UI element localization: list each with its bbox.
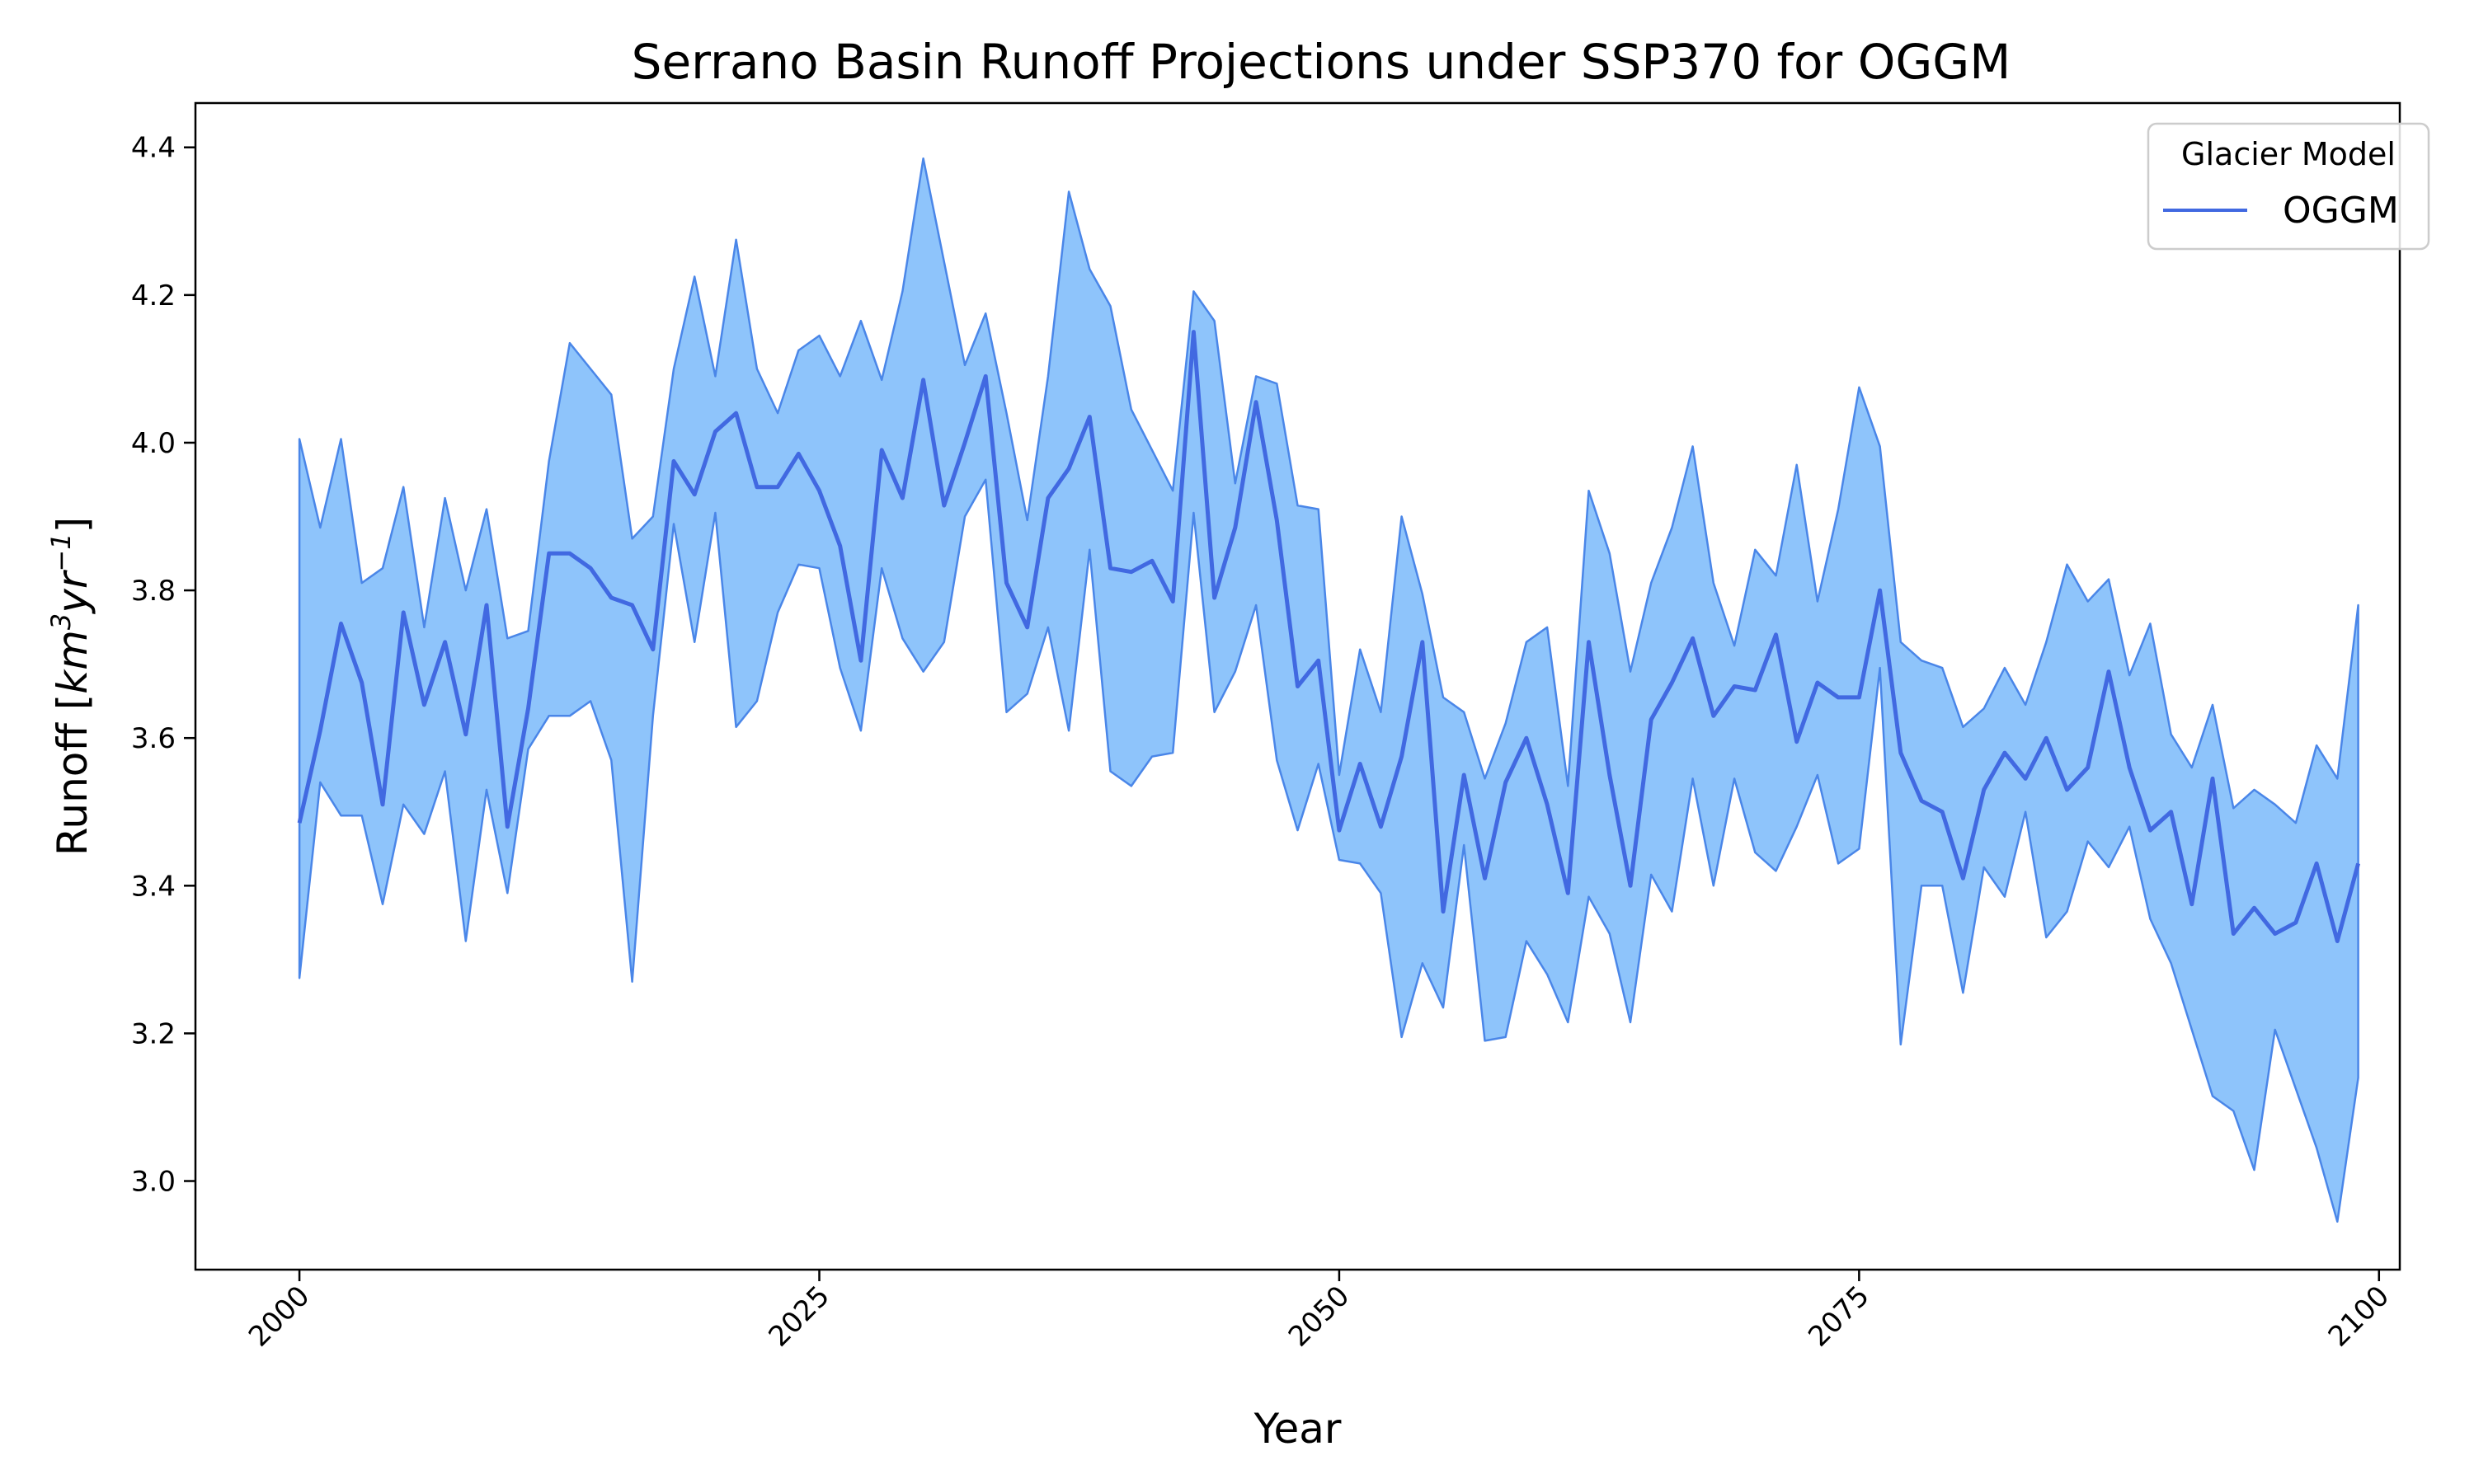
y-label-yr-exp: −1 (45, 533, 77, 571)
chart-title: Serrano Basin Runoff Projections under S… (632, 34, 2011, 90)
y-label-km-exp: 3 (45, 613, 77, 630)
y-label-yr: yr (49, 569, 96, 615)
axes-frame (194, 101, 2401, 1271)
legend-label-oggm: OGGM (2283, 190, 2399, 232)
y-tick-label: 3.0 (131, 1166, 176, 1199)
y-label-km: km (49, 630, 96, 694)
uncertainty-band-oggm (298, 157, 2359, 1223)
y-label-close: ] (49, 517, 96, 533)
legend: Glacier Model OGGM (2147, 122, 2430, 251)
legend-title: Glacier Model (2181, 136, 2396, 172)
y-tick-label: 3.8 (131, 575, 176, 608)
x-tick-label: 2075 (1802, 1280, 1875, 1353)
y-axis: 3.0 3.2 3.4 3.6 3.8 4.0 4.2 4.4 (131, 132, 195, 1199)
x-tick-label: 2025 (762, 1280, 835, 1353)
y-tick-label: 4.4 (131, 132, 176, 165)
x-axis: 2000 2025 2050 2075 2100 (242, 1270, 2396, 1354)
series-line-oggm (297, 330, 2361, 943)
y-tick-label: 3.4 (131, 870, 176, 903)
y-tick-label: 4.2 (131, 279, 176, 312)
x-tick-label: 2100 (2322, 1280, 2396, 1353)
y-axis-label: Runoff [km3yr−1] (45, 517, 96, 856)
plot-area (297, 157, 2361, 1223)
y-tick-label: 3.6 (131, 722, 176, 755)
x-tick-label: 2050 (1282, 1280, 1356, 1353)
y-tick-label: 3.2 (131, 1017, 176, 1050)
legend-box (2147, 122, 2430, 251)
y-tick-label: 4.0 (131, 427, 176, 460)
x-axis-label: Year (1253, 1405, 1342, 1453)
y-label-prefix: Runoff [ (49, 694, 96, 856)
x-tick-label: 2000 (242, 1280, 316, 1353)
